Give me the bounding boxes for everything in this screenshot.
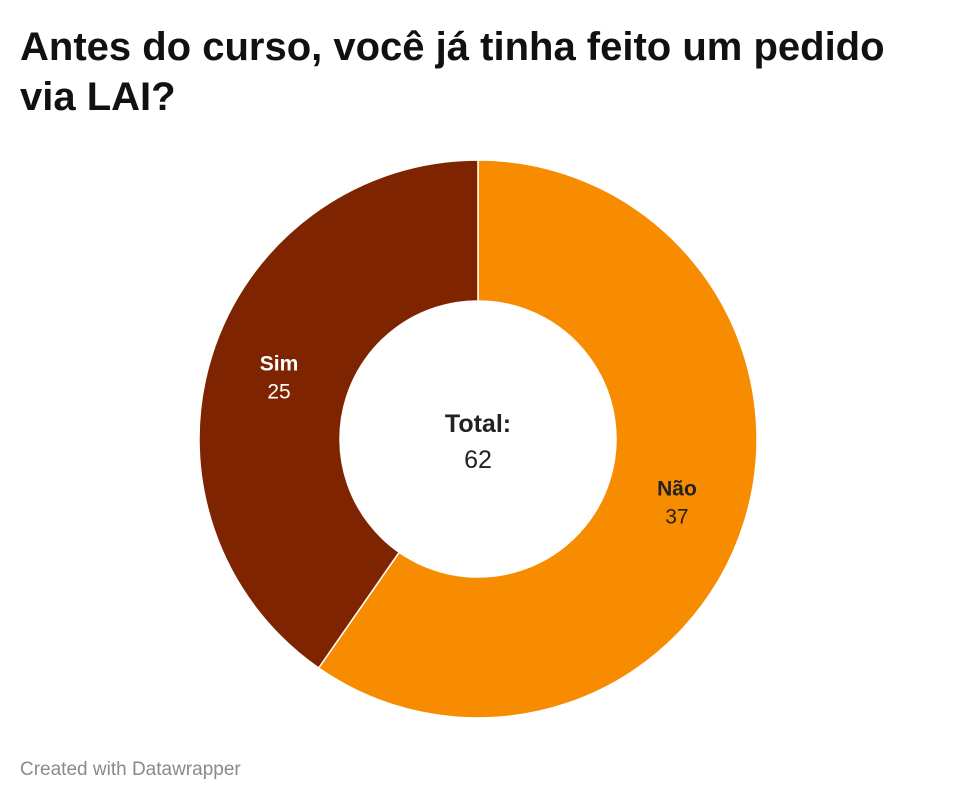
total-label: Total:: [445, 410, 511, 438]
slice-value-sim: 25: [267, 381, 290, 404]
donut-slice-labels: Não 37 Sim 25: [260, 353, 697, 529]
donut-slice-sim: [198, 159, 479, 670]
slice-label-nao: Não: [657, 477, 697, 500]
donut-slices: [198, 159, 758, 719]
slice-label-sim: Sim: [260, 353, 299, 376]
total-value: 62: [464, 446, 492, 474]
donut-slice-nao: [317, 159, 758, 719]
chart-title: Antes do curso, você já tinha feito um p…: [20, 25, 885, 119]
footer-credit: Created with Datawrapper: [20, 759, 241, 780]
slice-value-nao: 37: [665, 505, 688, 528]
